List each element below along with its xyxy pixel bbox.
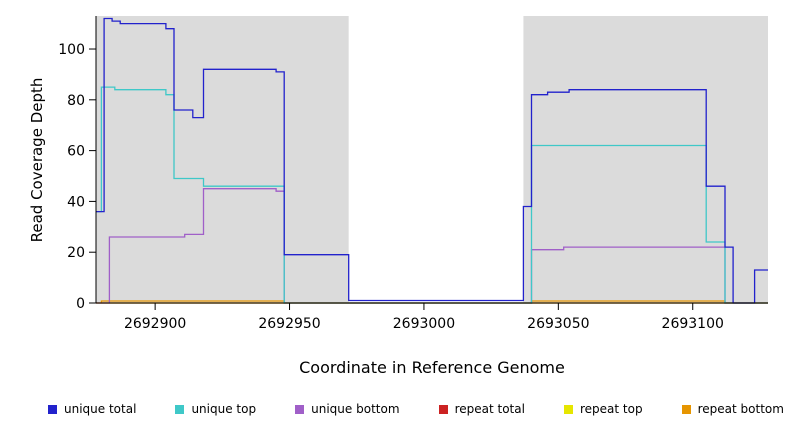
legend-label: repeat bottom	[697, 402, 784, 416]
series-unique-bottom	[96, 188, 768, 304]
series-unique-total	[96, 17, 768, 304]
x-axis-label: Coordinate in Reference Genome	[299, 358, 565, 377]
y-tick-label: 80	[67, 93, 85, 109]
plot-area: 2692900 2692950 2693000 2693050 2693100 0 20 40…	[58, 16, 768, 332]
x-tick-label: 2693100	[662, 316, 724, 332]
x-tick-label: 2693000	[393, 316, 455, 332]
legend-label: repeat top	[579, 402, 643, 416]
legend-swatch-icon	[295, 404, 305, 414]
legend-item-unique-total: unique total	[48, 402, 136, 416]
legend-label: unique top	[191, 402, 257, 416]
legend-label: unique bottom	[311, 402, 400, 416]
legend-swatch-icon	[48, 404, 57, 414]
white-band-region	[348, 16, 524, 303]
y-tick-label: 20	[67, 245, 85, 261]
legend-item-repeat-bottom: repeat bottom	[681, 402, 784, 416]
x-tick-label: 2692950	[258, 316, 320, 332]
y-axis-label: Read Coverage Depth	[28, 77, 46, 243]
y-tick-label: 100	[58, 42, 85, 58]
legend-swatch-icon	[681, 404, 691, 414]
legend: unique total unique top unique bottom repea…	[48, 402, 784, 416]
y-tick-label: 60	[67, 144, 85, 160]
legend-item-unique-bottom: unique bottom	[295, 402, 400, 416]
legend-label: repeat total	[454, 402, 525, 416]
legend-swatch-icon	[438, 404, 448, 414]
legend-item-unique-top: unique top	[175, 402, 256, 416]
x-tick-label: 2692900	[124, 316, 186, 332]
legend-swatch-icon	[175, 404, 185, 414]
legend-swatch-icon	[563, 404, 573, 414]
legend-label: unique total	[64, 402, 137, 416]
legend-item-repeat-top: repeat top	[563, 402, 643, 416]
y-tick-label: 40	[67, 194, 85, 210]
series-unique-top	[96, 86, 768, 304]
y-tick-label: 0	[76, 296, 85, 312]
legend-item-repeat-total: repeat total	[438, 402, 525, 416]
x-tick-label: 2693050	[527, 316, 589, 332]
